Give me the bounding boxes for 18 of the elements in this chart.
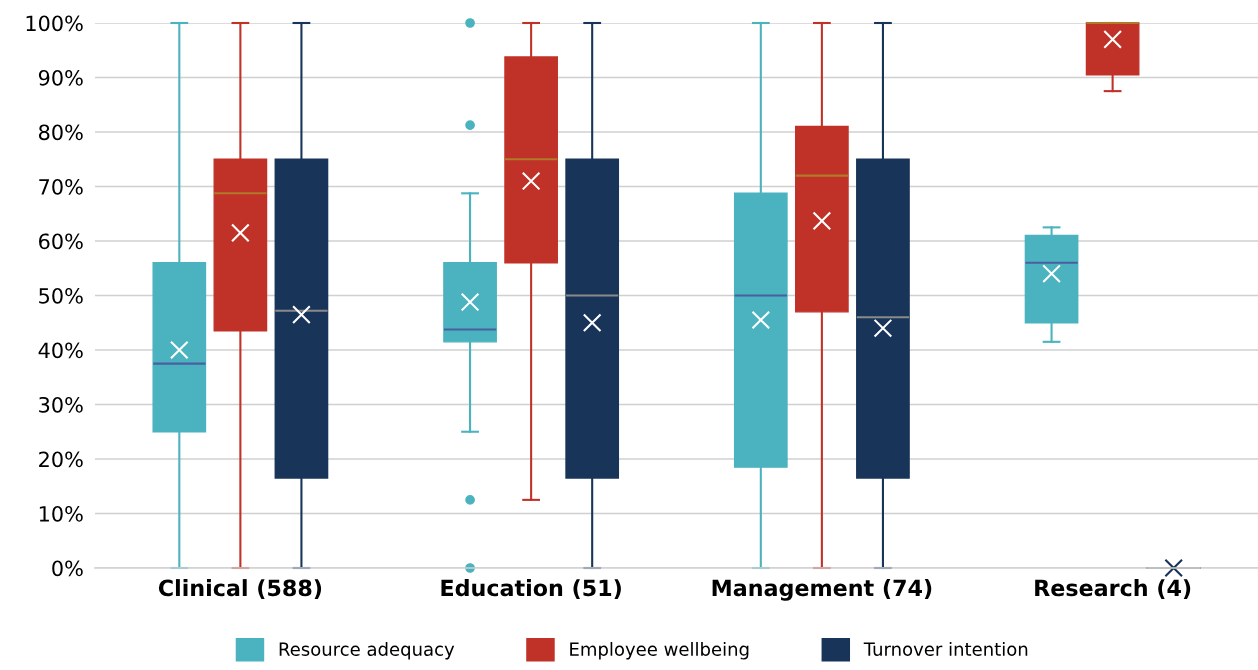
y-tick-label: 40% bbox=[38, 342, 83, 359]
y-tick-label: 80% bbox=[39, 124, 83, 141]
x-tick-label: Research (4) bbox=[1035, 579, 1191, 599]
x-tick-label: Education (51) bbox=[441, 579, 621, 599]
x-tick-label: Clinical (588) bbox=[158, 579, 322, 599]
y-tick-label: 20% bbox=[39, 451, 83, 468]
y-tick-label: 60% bbox=[39, 233, 83, 250]
y-tick-label: 30% bbox=[39, 396, 83, 413]
y-tick-label: 50% bbox=[39, 287, 83, 304]
y-tick-label: 0% bbox=[52, 560, 83, 577]
y-tick-label: 90% bbox=[38, 69, 83, 86]
legend-label: Resource adequacy bbox=[279, 642, 455, 660]
x-tick-label: Management (74) bbox=[712, 579, 932, 601]
legend-label: Employee wellbeing bbox=[570, 642, 749, 660]
y-tick-label: 70% bbox=[39, 178, 83, 195]
y-tick-label: 100% bbox=[26, 15, 83, 32]
legend-label: Turnover intention bbox=[863, 642, 1028, 656]
y-tick-label: 10% bbox=[39, 505, 83, 522]
